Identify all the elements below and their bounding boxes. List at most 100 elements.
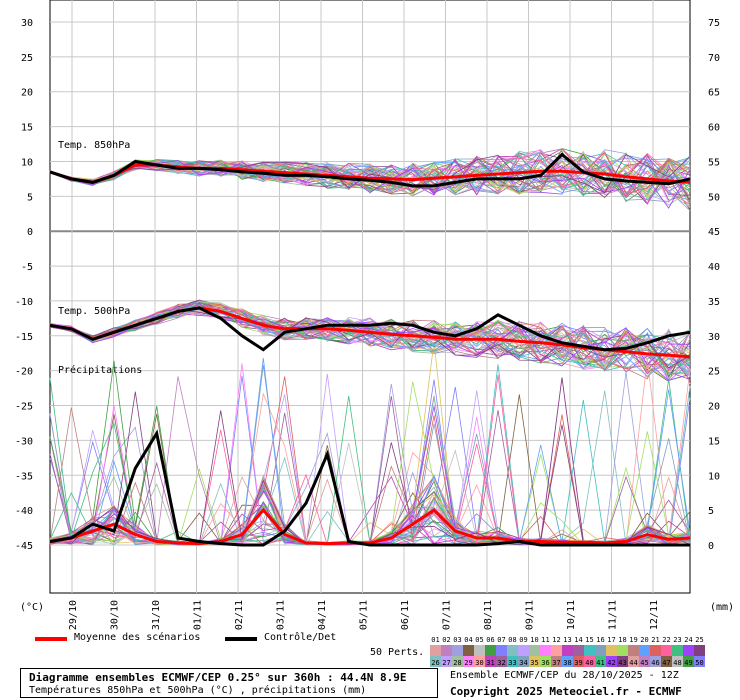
x-tick-label: 02/11 xyxy=(234,600,245,630)
x-tick-label: 31/10 xyxy=(151,600,162,630)
control-t850-line xyxy=(49,152,691,188)
control-t500-line xyxy=(49,306,691,352)
perts-number: 32 xyxy=(497,659,506,667)
x-tick-label: 09/11 xyxy=(525,600,536,630)
perts-swatch xyxy=(551,645,562,656)
perts-swatch xyxy=(507,645,518,656)
left-tick-label: 30 xyxy=(21,18,33,29)
perts-number: 36 xyxy=(541,659,550,667)
perts-swatch xyxy=(661,656,672,667)
perts-number: 05 xyxy=(475,636,484,644)
perts-swatch xyxy=(584,656,595,667)
perts-swatch xyxy=(617,656,628,667)
perts-number: 17 xyxy=(607,636,616,644)
perts-number: 06 xyxy=(486,636,495,644)
label-t500: Temp. 500hPa xyxy=(58,306,130,317)
perts-swatch xyxy=(518,656,529,667)
perts-number: 25 xyxy=(695,636,704,644)
x-tick-label: 08/11 xyxy=(483,600,494,630)
perts-swatch xyxy=(507,656,518,667)
chart-title: Diagramme ensembles ECMWF/CEP 0.25° sur … xyxy=(29,671,407,684)
perts-swatch xyxy=(496,645,507,656)
legend-mean-swatch xyxy=(35,637,67,641)
perts-number: 33 xyxy=(508,659,517,667)
perts-swatch xyxy=(474,645,485,656)
perts-number: 39 xyxy=(574,659,583,667)
right-tick-label: 45 xyxy=(708,227,720,238)
perts-number: 03 xyxy=(453,636,462,644)
perts-number: 29 xyxy=(464,659,473,667)
perts-number: 38 xyxy=(563,659,572,667)
x-tick-label: 11/11 xyxy=(608,600,619,630)
perts-swatch xyxy=(606,645,617,656)
perts-swatch xyxy=(694,656,705,667)
left-tick-label: -20 xyxy=(15,367,33,378)
x-tick-label: 30/10 xyxy=(110,600,121,630)
perts-swatch xyxy=(683,645,694,656)
perts-swatch xyxy=(562,656,573,667)
control-precip-line xyxy=(49,429,690,547)
right-tick-label: 75 xyxy=(708,18,720,29)
perts-number: 02 xyxy=(442,636,451,644)
perts-swatch xyxy=(441,645,452,656)
right-tick-label: 55 xyxy=(708,157,720,168)
perts-swatch xyxy=(573,656,584,667)
right-tick-label: 20 xyxy=(708,402,720,413)
perts-swatch xyxy=(540,645,551,656)
left-axis-unit: (°C) xyxy=(20,602,44,613)
right-tick-label: 35 xyxy=(708,297,720,308)
perts-swatch xyxy=(452,645,463,656)
perturbation-t850 xyxy=(49,155,691,205)
right-tick-label: 50 xyxy=(708,192,720,203)
perts-number: 49 xyxy=(684,659,693,667)
perts-number: 48 xyxy=(673,659,682,667)
perts-swatch xyxy=(529,645,540,656)
x-tick-label: 03/11 xyxy=(276,600,287,630)
perturbation-t850 xyxy=(49,159,691,203)
perts-number: 50 xyxy=(695,659,704,667)
perts-number: 27 xyxy=(442,659,451,667)
copyright: Copyright 2025 Meteociel.fr - ECMWF xyxy=(450,685,682,698)
x-tick-label: 07/11 xyxy=(442,600,453,630)
perts-number: 10 xyxy=(530,636,539,644)
x-tick-label: 04/11 xyxy=(317,600,328,630)
x-tick-label: 10/11 xyxy=(566,600,577,630)
legend-mean-label: Moyenne des scénarios xyxy=(74,632,201,643)
perts-swatch xyxy=(595,656,606,667)
perts-swatch xyxy=(639,656,650,667)
left-tick-label: -35 xyxy=(15,471,33,482)
right-tick-label: 40 xyxy=(708,262,720,273)
perts-number: 26 xyxy=(431,659,440,667)
perts-number: 01 xyxy=(431,636,440,644)
perts-number: 28 xyxy=(453,659,462,667)
perts-number: 45 xyxy=(640,659,649,667)
perts-swatch xyxy=(617,645,628,656)
right-axis-unit: (mm) xyxy=(710,602,734,613)
perts-swatch xyxy=(496,656,507,667)
perts-number: 13 xyxy=(563,636,572,644)
perts-swatch xyxy=(540,656,551,667)
perts-swatch xyxy=(672,656,683,667)
left-tick-label: -10 xyxy=(15,297,33,308)
right-tick-label: 65 xyxy=(708,88,720,99)
label-precip: Précipitations xyxy=(58,364,142,376)
right-tick-label: 0 xyxy=(708,541,714,552)
x-tick-label: 29/10 xyxy=(68,600,79,630)
perts-swatch xyxy=(430,645,441,656)
right-tick-label: 15 xyxy=(708,436,720,447)
perts-number: 19 xyxy=(629,636,638,644)
left-tick-label: 25 xyxy=(21,53,33,64)
perts-number: 22 xyxy=(662,636,671,644)
left-tick-label: 10 xyxy=(21,157,33,168)
perts-number: 07 xyxy=(497,636,506,644)
perts-swatch xyxy=(628,645,639,656)
perts-swatch xyxy=(485,645,496,656)
perts-swatch xyxy=(485,656,496,667)
left-tick-label: -25 xyxy=(15,402,33,413)
perts-number: 37 xyxy=(552,659,561,667)
perts-swatch xyxy=(595,645,606,656)
mean-precip-line xyxy=(49,507,691,546)
right-tick-label: 60 xyxy=(708,123,720,134)
left-tick-label: -30 xyxy=(15,436,33,447)
